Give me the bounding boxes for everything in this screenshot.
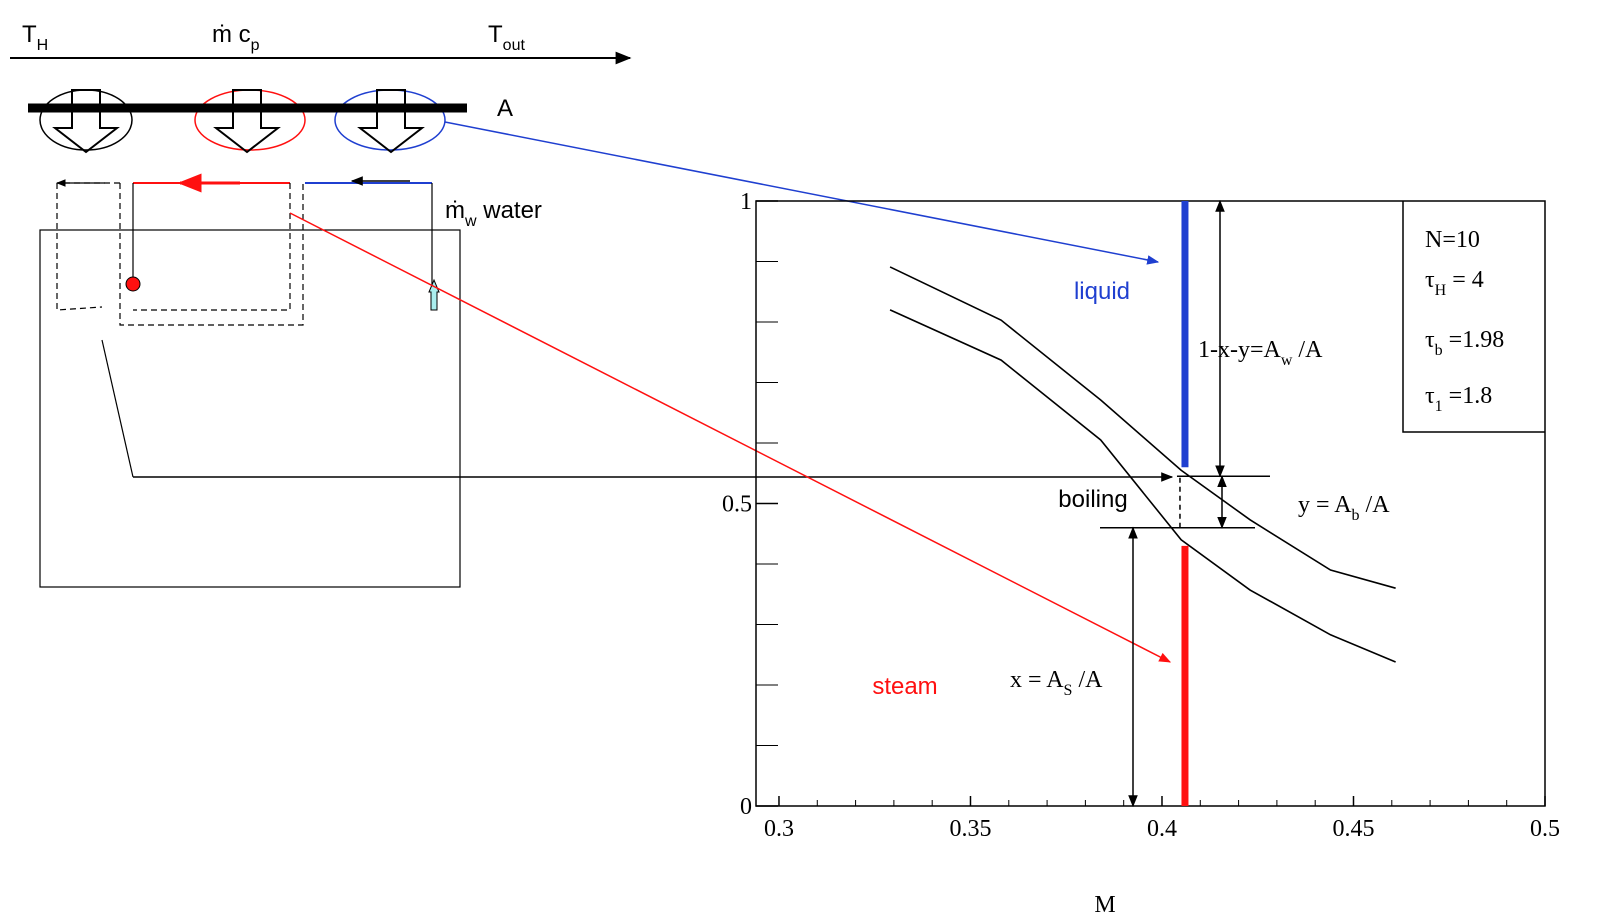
text-part: τ [1425,267,1435,293]
x-tick-label: 0.4 [1147,816,1177,842]
label: A [497,95,513,122]
cell-ellipse [195,90,305,150]
label: TH [22,21,48,54]
page: THṁ cpToutAṁw water0.30.350.40.450.500.5… [0,0,1618,922]
label: ṁ cp [212,21,260,54]
curve [890,267,1396,588]
subscript: H [1435,282,1447,299]
y-tick-label: 1 [740,189,752,215]
text-part: =1.8 [1443,383,1493,409]
equation: y = Ab /A [1298,492,1390,524]
text-part: x = A [1010,667,1064,693]
cell-ellipse [40,90,132,150]
link [102,340,133,477]
subscript: w [464,213,477,230]
parameter: τH = 4 [1425,267,1484,299]
x-tick-label: 0.45 [1332,816,1374,842]
text-part: N=10 [1425,227,1480,253]
liquid-link [445,122,1158,262]
subscript: 1 [1435,398,1443,415]
label: ṁw water [445,197,542,230]
text-part: y = A [1298,492,1352,518]
text-part: T [488,21,503,48]
text-part: 1-x-y=A [1198,337,1282,363]
text-part: /A [1072,667,1103,693]
y-tick-label: 0 [740,794,752,820]
cell-ellipse [335,90,445,150]
subscript: H [37,37,49,54]
parameter: τb =1.98 [1425,327,1504,359]
steam-link [290,213,1170,662]
heat-arrow [55,90,117,152]
subscript: S [1064,682,1073,699]
subscript: b [1435,342,1443,359]
text-part: ṁ [445,197,465,224]
text-part: /A [1292,337,1323,363]
dashed-zone [57,183,102,310]
region-box [40,230,460,587]
steam-label: steam [872,673,937,700]
heat-arrow [360,90,422,152]
dashed-zone [120,183,303,325]
heat-arrow [216,90,278,152]
x-tick-label: 0.3 [764,816,794,842]
subscript: b [1352,507,1360,524]
diagram: THṁ cpToutAṁw water0.30.350.40.450.500.5… [0,0,1618,922]
parameter: τ1 =1.8 [1425,383,1492,415]
x-tick-label: 0.35 [949,816,991,842]
x-tick-label: 0.5 [1530,816,1560,842]
subscript: out [503,37,526,54]
liquid-label: liquid [1074,278,1130,305]
equation: 1-x-y=Aw /A [1198,337,1323,369]
text-part: τ [1425,327,1435,353]
y-tick-label: 0.5 [722,492,752,518]
text-part: ṁ c [212,21,251,48]
text-part: τ [1425,383,1435,409]
text-part: = 4 [1446,267,1484,293]
subscript: p [251,37,260,54]
x-axis-label: M [1094,892,1115,918]
dashed-zone [133,183,290,310]
text-part: /A [1360,492,1391,518]
text-part: T [22,21,37,48]
parameter: N=10 [1425,227,1480,253]
probe-dot [126,277,140,291]
subscript: w [1281,352,1293,369]
equation: x = AS /A [1010,667,1103,699]
left-diagram [10,58,1172,662]
text-part: =1.98 [1443,327,1505,353]
label: Tout [488,21,525,54]
text-part: water [477,197,542,224]
boiling-label: boiling [1058,486,1127,513]
